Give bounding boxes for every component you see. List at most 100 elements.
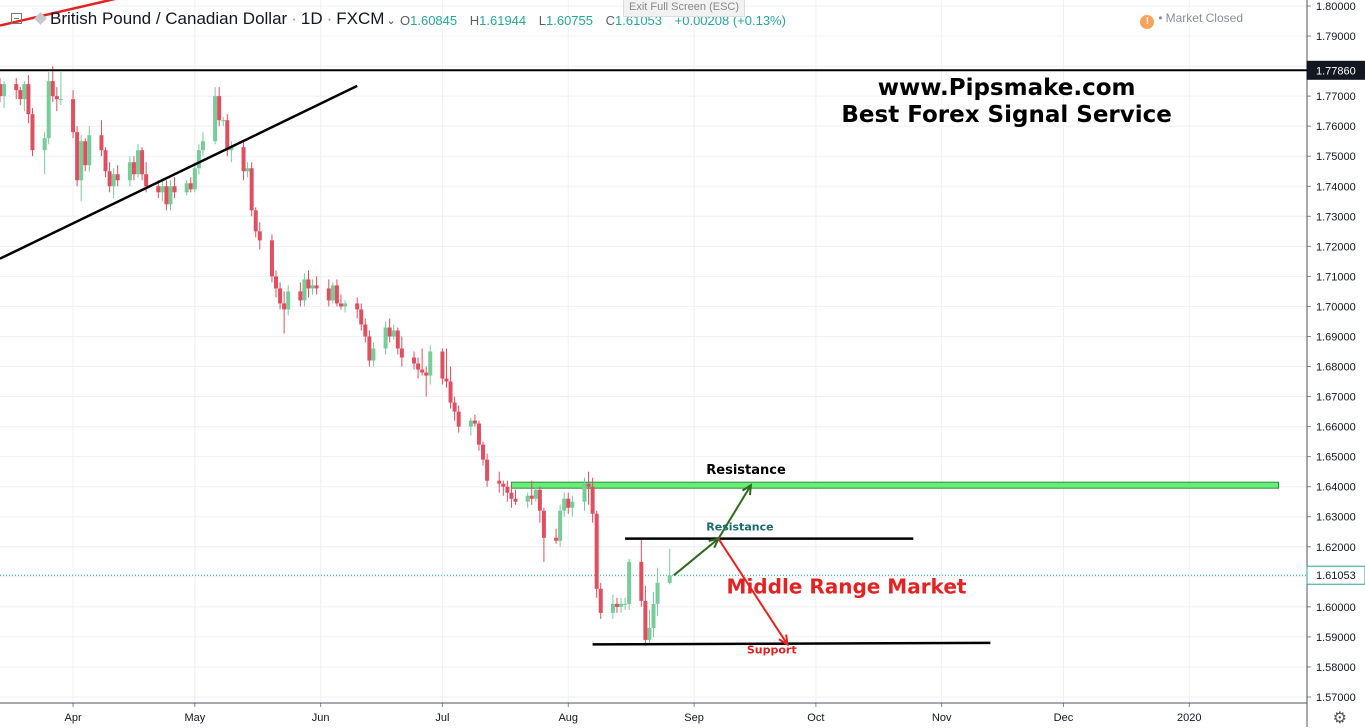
candle-body: [566, 498, 571, 508]
candle-up: [383, 321, 388, 355]
x-tick-label: Apr: [64, 712, 81, 724]
candle-down: [420, 348, 425, 376]
candle-down: [217, 87, 222, 127]
candle-up: [245, 162, 250, 178]
candle-up: [582, 477, 587, 511]
candle-body: [582, 483, 587, 502]
candle-down: [107, 162, 112, 193]
candle-up: [127, 156, 132, 187]
candle-body: [619, 603, 624, 607]
candle-body: [160, 186, 165, 193]
candle-body: [46, 81, 51, 139]
chart-header: British Pound / Canadian Dollar · 1D · FXCM ⌄…: [0, 0, 1300, 40]
candle-body: [221, 120, 226, 122]
candle-down: [399, 336, 404, 367]
candle-body: [241, 147, 246, 172]
candle-down: [395, 327, 400, 355]
candle-body: [257, 231, 262, 241]
candle-body: [343, 303, 348, 307]
candle-body: [22, 84, 27, 100]
candle-up: [229, 141, 234, 163]
candle-down: [359, 303, 364, 331]
candle-body: [274, 276, 279, 289]
candle-body: [412, 357, 417, 364]
candle-down: [529, 480, 534, 505]
candle-down: [188, 177, 193, 193]
y-tick-label: 1.57000: [1316, 692, 1356, 704]
exit-fullscreen-button[interactable]: Exit Full Screen (ESC): [623, 0, 746, 17]
candle-body: [0, 84, 2, 97]
candle-down: [75, 126, 80, 187]
candle-body: [481, 444, 486, 460]
candle-body: [594, 513, 599, 589]
candle-down: [355, 297, 360, 319]
candle-up: [562, 492, 567, 517]
candle-body: [54, 96, 59, 100]
collapse-icon[interactable]: [11, 13, 22, 24]
candle-body: [529, 495, 534, 499]
y-tick-label: 1.66000: [1316, 422, 1356, 434]
candle-body: [200, 141, 205, 151]
arrow-shaft: [717, 484, 752, 540]
candle-down: [314, 276, 319, 295]
zones-layer: [510, 481, 1280, 489]
candle-down: [452, 396, 457, 421]
alert-icon: !: [1140, 15, 1155, 29]
candle-body: [497, 480, 502, 484]
resistance-zone: [510, 481, 1280, 489]
drawings-layer: [0, 0, 1307, 647]
candle-body: [58, 99, 63, 101]
price-label-current-text: 1.61053: [1316, 570, 1356, 582]
candle-body: [444, 378, 449, 382]
candle-body: [79, 141, 84, 181]
y-tick-label: 1.72000: [1316, 241, 1356, 253]
high-label: H: [469, 13, 480, 28]
data-source[interactable]: FXCM: [336, 9, 385, 28]
candle-up: [330, 282, 335, 304]
candle-up: [184, 180, 189, 196]
candle-down: [274, 270, 279, 298]
candle-body: [99, 135, 104, 151]
x-tick-label: Oct: [807, 712, 824, 724]
candle-up: [570, 495, 575, 517]
candle-body: [623, 603, 628, 605]
candle-body: [245, 168, 250, 172]
candle-up: [619, 597, 624, 613]
candle-down: [448, 366, 453, 409]
chevron-down-icon[interactable]: ⌄: [386, 15, 396, 27]
timeframe[interactable]: 1D: [300, 9, 323, 28]
candle-down: [334, 279, 339, 307]
gear-icon[interactable]: ⚙: [1332, 710, 1347, 727]
candle-body: [610, 603, 615, 613]
candle-down: [586, 471, 591, 505]
market-status[interactable]: ! • Market Closed: [1140, 11, 1243, 29]
candle-down: [338, 294, 343, 310]
candle-body: [330, 285, 335, 301]
candle-down: [416, 357, 421, 379]
arrow-head: [778, 634, 789, 647]
candle-down: [485, 453, 490, 487]
candle-up: [667, 548, 672, 585]
arrow-shaft: [717, 538, 789, 645]
candle-body: [355, 303, 360, 310]
candle-up: [302, 273, 307, 307]
open-value: 1.60845: [410, 13, 458, 28]
candle-down: [71, 90, 76, 139]
candle-down: [412, 351, 417, 370]
candle-body: [111, 174, 116, 187]
candle-body: [456, 411, 461, 427]
resistance-zone-label: Resistance: [706, 463, 786, 478]
candle-body: [367, 336, 372, 361]
symbol-title[interactable]: British Pound / Canadian Dollar · 1D · FXCM ⌄: [50, 9, 396, 28]
symbol-name: British Pound / Canadian Dollar: [50, 9, 288, 28]
candle-up: [286, 285, 291, 316]
candle-body: [562, 498, 567, 511]
candle-down: [172, 177, 177, 199]
candle-body: [286, 291, 291, 310]
candle-up: [391, 324, 396, 340]
candle-down: [140, 147, 145, 181]
bullish-arrow-1: [673, 537, 721, 577]
candle-down: [0, 78, 2, 103]
